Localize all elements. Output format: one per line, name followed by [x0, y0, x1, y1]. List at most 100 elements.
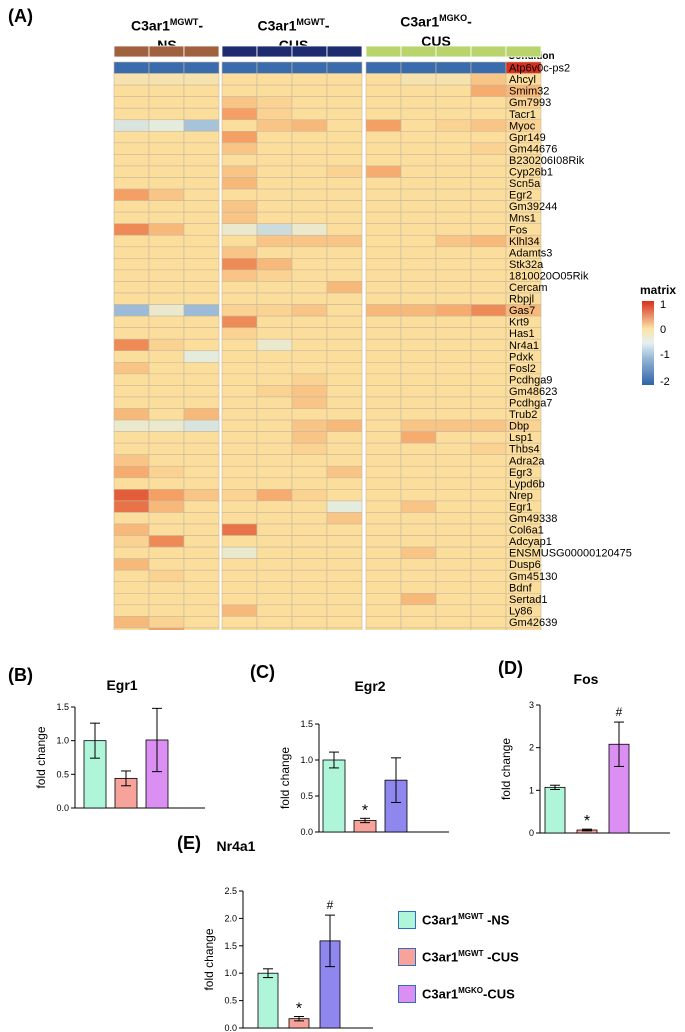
- heatmap-cell: [326, 604, 363, 617]
- heatmap-cell: [183, 581, 220, 594]
- heatmap-cell: [148, 246, 185, 259]
- heatmap-cell: [221, 177, 258, 190]
- heatmap-cell: [221, 408, 258, 421]
- color-legend-title: matrix: [640, 283, 676, 297]
- heatmap-cell: [470, 327, 507, 340]
- heatmap-cell: [256, 627, 293, 630]
- heatmap-cell: [435, 61, 472, 74]
- heatmap-cell: [183, 373, 220, 386]
- heatmap-cell: [435, 338, 472, 352]
- legend-swatch-wt-ns: [398, 911, 416, 929]
- heatmap-cell: [221, 569, 258, 583]
- heatmap-cell: [183, 61, 220, 74]
- heatmap-cell: [256, 84, 293, 97]
- heatmap-cell: [400, 512, 437, 525]
- y-tick-label: 0.5: [300, 791, 313, 801]
- heatmap-cell: [291, 154, 328, 167]
- y-tick-label: 0.0: [300, 827, 313, 837]
- heatmap-cell: [400, 454, 437, 467]
- heatmap-cell: [291, 523, 328, 536]
- heatmap-cell: [400, 177, 437, 190]
- heatmap-cell: [148, 350, 185, 363]
- heatmap-cell: [113, 304, 150, 317]
- chart-title: Nr4a1: [217, 838, 256, 854]
- y-tick-label: 0: [529, 828, 534, 838]
- heatmap-cell: [148, 408, 185, 421]
- heatmap-cell: [365, 269, 402, 282]
- heatmap-cell: [326, 489, 363, 502]
- color-legend-bar: [642, 301, 654, 385]
- bar: [544, 786, 566, 834]
- heatmap-cell: [435, 465, 472, 479]
- condition-cell: [470, 45, 507, 58]
- heatmap-cell: [400, 465, 437, 479]
- y-axis-label: fold change: [202, 928, 216, 990]
- heatmap-cell: [470, 258, 507, 271]
- heatmap-cell: [291, 165, 328, 178]
- heatmap-cell: [400, 338, 437, 352]
- gene-label: Trub2: [509, 409, 537, 421]
- heatmap-cell: [183, 234, 220, 248]
- heatmap-cell: [365, 431, 402, 444]
- heatmap-cell: [221, 246, 258, 259]
- heatmap-cell: [326, 523, 363, 536]
- heatmap-cell: [470, 177, 507, 190]
- heatmap-cell: [183, 188, 220, 201]
- heatmap-cell: [291, 177, 328, 190]
- condition-cell: [256, 45, 293, 58]
- heatmap-cell: [291, 246, 328, 259]
- heatmap-cell: [470, 616, 507, 629]
- gene-label: Stk32a: [509, 259, 544, 271]
- heatmap-cell: [470, 627, 507, 630]
- gene-label: Atp6v0c-ps2: [509, 63, 570, 75]
- gene-label: Bdnf: [509, 582, 533, 594]
- heatmap-cell: [148, 581, 185, 594]
- heatmap-cell: [326, 454, 363, 467]
- heatmap-cell: [256, 107, 293, 121]
- heatmap-cell: [291, 442, 328, 455]
- heatmap-cell: [183, 431, 220, 444]
- heatmap-cell: [113, 350, 150, 363]
- heatmap-cell: [256, 234, 293, 248]
- y-tick-label: 1.0: [300, 755, 313, 765]
- heatmap-cell: [435, 234, 472, 248]
- heatmap-cell: [113, 327, 150, 340]
- heatmap-cell: [365, 500, 402, 513]
- heatmap-cell: [113, 581, 150, 594]
- heatmap-cell: [365, 258, 402, 271]
- heatmap-cell: [400, 500, 437, 513]
- heatmap-cell: [470, 454, 507, 467]
- heatmap-cell: [113, 627, 150, 630]
- heatmap-cell: [435, 592, 472, 606]
- heatmap-cell: [326, 431, 363, 444]
- heatmap-cell: [291, 142, 328, 155]
- heatmap-cell: [221, 546, 258, 559]
- heatmap-cell: [400, 246, 437, 259]
- heatmap-cell: [470, 373, 507, 386]
- heatmap-cell: [183, 396, 220, 409]
- heatmap-cell: [470, 512, 507, 525]
- heatmap-cell: [400, 84, 437, 97]
- heatmap-cell: [183, 616, 220, 629]
- heatmap-cell: [470, 96, 507, 109]
- heatmap-cell: [291, 258, 328, 271]
- heatmap-cell: [400, 315, 437, 328]
- gene-label: ENSMUSG00000120475: [509, 548, 632, 560]
- heatmap-cell: [221, 200, 258, 213]
- heatmap-cell: [256, 61, 293, 74]
- significance-marker: *: [584, 813, 590, 830]
- heatmap-cell: [470, 465, 507, 479]
- heatmap-cell: [221, 385, 258, 398]
- heatmap-cell: [291, 107, 328, 121]
- heatmap-cell: [221, 304, 258, 317]
- heatmap-cell: [435, 96, 472, 109]
- gene-label: Fosl2: [509, 363, 536, 375]
- heatmap-cell: [113, 431, 150, 444]
- heatmap-cell: [435, 350, 472, 363]
- gene-label: Sertad1: [509, 594, 548, 606]
- heatmap-cell: [365, 569, 402, 583]
- heatmap-cell: [435, 281, 472, 294]
- heatmap-cell: [113, 569, 150, 583]
- heatmap-cell: [256, 281, 293, 294]
- heatmap-cell: [400, 627, 437, 630]
